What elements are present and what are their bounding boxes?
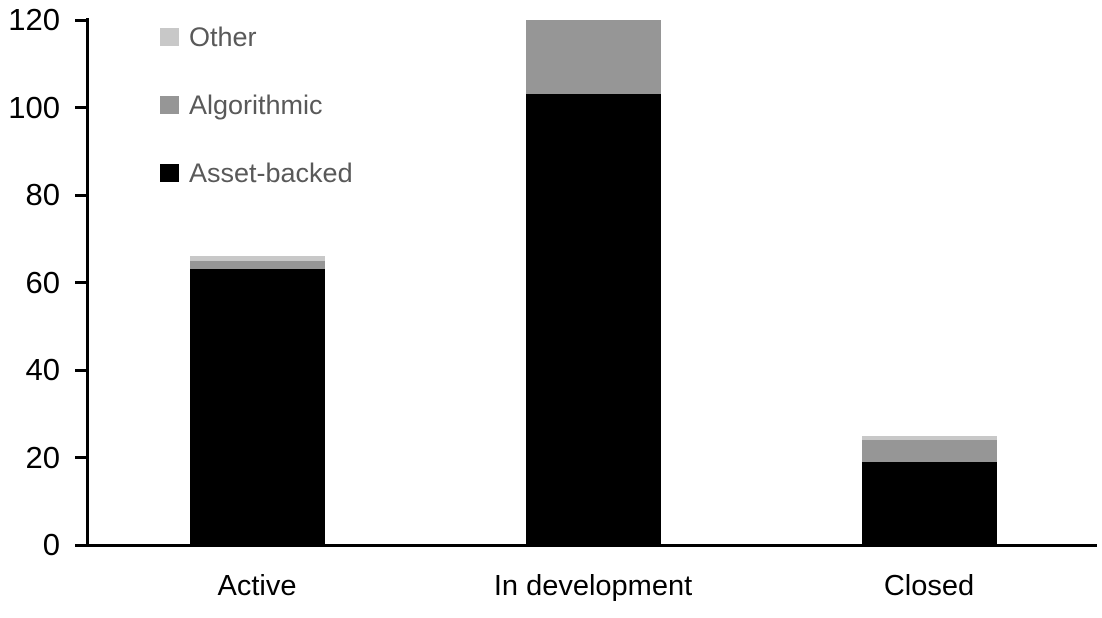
legend-swatch [160, 164, 179, 182]
y-tick-mark [75, 106, 86, 109]
legend-item-algorithmic: Algorithmic [160, 90, 323, 120]
y-axis-line [86, 18, 89, 547]
legend-item-asset-backed: Asset-backed [160, 158, 353, 188]
bar-segment-algorithmic [525, 20, 661, 95]
legend-swatch [160, 28, 179, 46]
y-tick-mark [75, 456, 86, 459]
y-tick-label: 100 [8, 89, 60, 125]
x-category-label: In development [493, 570, 693, 602]
x-category-label: Closed [883, 570, 975, 602]
legend-label: Other [189, 22, 257, 52]
bar-segment-algorithmic [861, 440, 997, 462]
y-tick-label: 40 [25, 352, 60, 387]
y-tick-mark [75, 368, 86, 372]
bar-segment-other [861, 435, 997, 440]
y-tick-mark [75, 193, 86, 197]
legend-label: Asset-backed [189, 158, 353, 188]
y-tick-mark [75, 18, 86, 22]
y-tick-label: 80 [25, 177, 60, 212]
bar-segment-asset-backed [189, 269, 325, 545]
legend-label: Algorithmic [189, 90, 323, 120]
bar-segment-algorithmic [189, 260, 325, 270]
bar-segment-other [189, 256, 325, 261]
bar-segment-asset-backed [525, 94, 661, 545]
y-tick-label: 20 [25, 439, 60, 475]
y-tick-label: 60 [25, 264, 60, 300]
y-tick-mark [75, 543, 86, 547]
legend-swatch [160, 96, 179, 114]
x-category-label: Active [217, 570, 297, 602]
x-axis-line [75, 544, 1097, 547]
bar-segment-asset-backed [861, 461, 997, 545]
y-tick-label: 0 [42, 527, 60, 562]
legend-item-other: Other [160, 22, 257, 52]
y-tick-label: 120 [8, 2, 60, 37]
y-tick-mark [75, 281, 86, 284]
